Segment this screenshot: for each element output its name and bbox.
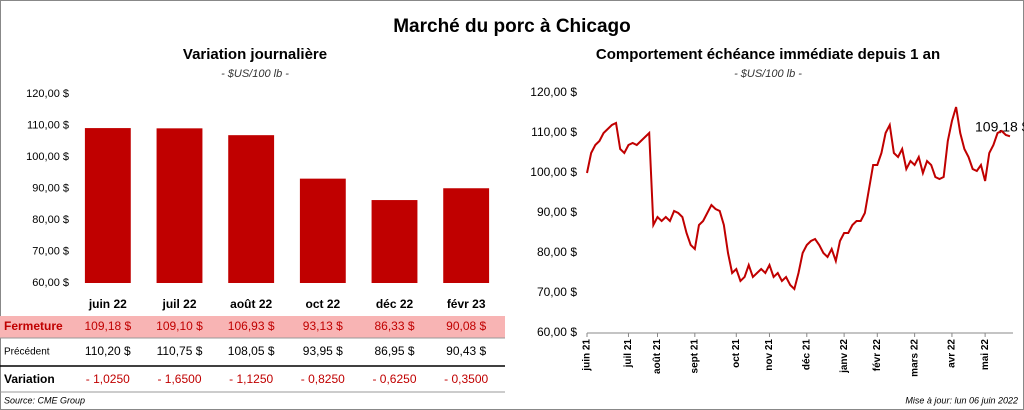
y-tick-label: 110,00 $ bbox=[531, 125, 577, 139]
x-tick-label: juil 22 bbox=[161, 297, 196, 311]
bar bbox=[228, 135, 275, 283]
x-tick-label: juil 21 bbox=[623, 339, 634, 369]
chart-title: Variation journalière bbox=[183, 46, 327, 63]
x-tick-label: oct 22 bbox=[305, 297, 340, 311]
page-title: Marché du porc à Chicago bbox=[393, 16, 631, 37]
y-tick-label: 80,00 $ bbox=[32, 214, 69, 226]
x-tick-label: mai 22 bbox=[980, 339, 991, 371]
x-tick-label: févr 22 bbox=[872, 339, 883, 372]
value-label: 109,18 $ bbox=[84, 319, 131, 333]
x-tick-label: janv 22 bbox=[839, 339, 850, 374]
table-cell: - 0,6250 bbox=[372, 372, 416, 386]
value-label: 109,10 $ bbox=[156, 319, 203, 333]
x-tick-label: juin 22 bbox=[88, 297, 127, 311]
value-label: 106,93 $ bbox=[228, 319, 275, 333]
table-cell: 110,20 $ bbox=[85, 344, 131, 358]
chart-subtitle: - $US/100 lb - bbox=[734, 68, 802, 80]
chart-subtitle: - $US/100 lb - bbox=[221, 68, 289, 80]
row-label: Variation bbox=[4, 372, 55, 386]
bar bbox=[299, 178, 346, 283]
table-cell: 86,95 $ bbox=[374, 344, 414, 358]
y-tick-label: 80,00 $ bbox=[537, 245, 577, 259]
x-tick-label: juin 21 bbox=[582, 339, 593, 372]
table-cell: - 1,0250 bbox=[86, 372, 130, 386]
table-cell: 108,05 $ bbox=[228, 344, 275, 358]
y-tick-label: 100,00 $ bbox=[530, 165, 577, 179]
x-tick-label: août 21 bbox=[652, 339, 663, 374]
x-tick-label: oct 21 bbox=[731, 339, 742, 368]
highlight-row bbox=[0, 316, 505, 338]
table-cell: - 1,6500 bbox=[157, 372, 201, 386]
table-cell: 90,43 $ bbox=[446, 344, 486, 358]
table-cell: 93,95 $ bbox=[303, 344, 343, 358]
value-label: 90,08 $ bbox=[446, 319, 486, 333]
annotation: 109,18 $ bbox=[975, 119, 1024, 135]
source: Source: CME Group bbox=[4, 395, 85, 405]
y-tick-label: 70,00 $ bbox=[537, 285, 577, 299]
value-label: 86,33 $ bbox=[374, 319, 414, 333]
table-cell: 110,75 $ bbox=[157, 344, 203, 358]
value-label: 93,13 $ bbox=[303, 319, 343, 333]
x-tick-label: mars 22 bbox=[909, 339, 920, 377]
line-series bbox=[586, 106, 1011, 291]
bar bbox=[84, 128, 131, 283]
row-label: Fermeture bbox=[4, 319, 63, 333]
table-cell: - 1,1250 bbox=[229, 372, 273, 386]
y-tick-label: 70,00 $ bbox=[32, 245, 69, 257]
bar bbox=[371, 200, 418, 283]
x-tick-label: févr 23 bbox=[447, 297, 486, 311]
x-tick-label: déc 21 bbox=[801, 339, 812, 371]
y-tick-label: 120,00 $ bbox=[26, 88, 69, 100]
x-tick-label: août 22 bbox=[230, 297, 272, 311]
y-tick-label: 60,00 $ bbox=[32, 277, 69, 289]
table-cell: - 0,3500 bbox=[444, 372, 488, 386]
bar bbox=[156, 128, 203, 283]
x-tick-label: déc 22 bbox=[376, 297, 414, 311]
y-tick-label: 60,00 $ bbox=[537, 325, 577, 339]
y-tick-label: 110,00 $ bbox=[27, 119, 69, 131]
y-tick-label: 90,00 $ bbox=[32, 182, 69, 194]
x-tick-label: sept 21 bbox=[689, 339, 700, 374]
updated: Mise à jour: lun 06 juin 2022 bbox=[905, 395, 1018, 405]
bar bbox=[443, 188, 490, 283]
chart-title: Comportement échéance immédiate depuis 1… bbox=[596, 46, 940, 63]
x-tick-label: nov 21 bbox=[764, 339, 775, 371]
table-cell: - 0,8250 bbox=[301, 372, 345, 386]
y-tick-label: 120,00 $ bbox=[530, 85, 577, 99]
y-tick-label: 100,00 $ bbox=[26, 151, 69, 163]
x-tick-label: avr 22 bbox=[947, 339, 958, 368]
row-label: Précédent bbox=[4, 347, 50, 358]
y-tick-label: 90,00 $ bbox=[537, 205, 577, 219]
